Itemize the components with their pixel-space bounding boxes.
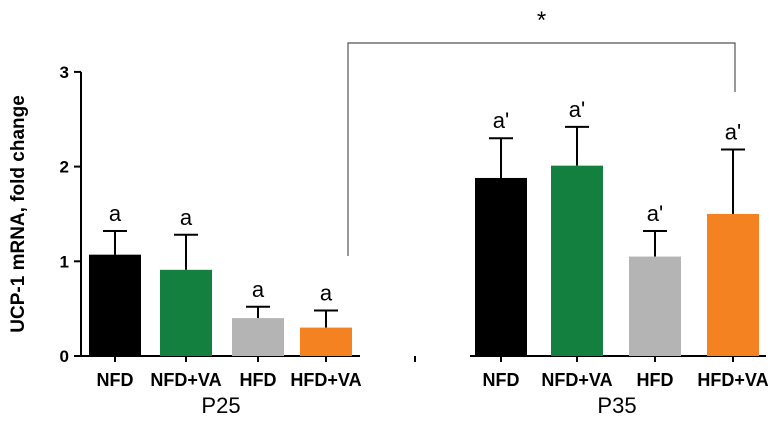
x-category-label: NFD+VA <box>541 370 612 390</box>
significance-letter: a <box>180 205 193 230</box>
x-category-label: HFD+VA <box>290 370 361 390</box>
bar <box>707 213 759 356</box>
bars <box>89 125 759 356</box>
y-tick-label: 2 <box>60 158 69 177</box>
y-axis-label: UCP-1 mRNA, fold change <box>8 95 29 333</box>
significance-star: * <box>537 7 546 34</box>
significance-letter: a' <box>647 201 663 226</box>
bar <box>629 256 681 356</box>
y-tick-label: 3 <box>60 63 69 82</box>
significance-letter: a <box>320 281 333 306</box>
x-category-label: HFD <box>637 370 674 390</box>
group-label-p35: P35 <box>597 393 636 418</box>
significance-letter: a <box>252 277 265 302</box>
y-tick-label: 1 <box>60 252 69 271</box>
x-category-label: HFD <box>240 370 277 390</box>
x-category-label: NFD <box>483 370 520 390</box>
bar <box>232 318 284 356</box>
bar <box>160 269 212 356</box>
significance-letter: a <box>109 201 122 226</box>
significance-letter: a' <box>493 108 509 133</box>
bar <box>551 165 603 356</box>
bar <box>475 177 527 356</box>
bar <box>300 327 352 356</box>
x-category-label: HFD+VA <box>697 370 768 390</box>
significance-letter: a' <box>725 120 741 145</box>
bar <box>89 254 141 356</box>
x-category-label: NFD <box>97 370 134 390</box>
significance-bracket <box>347 42 736 256</box>
group-label-p25: P25 <box>201 393 240 418</box>
y-tick-label: 0 <box>60 347 69 366</box>
labels: a NFD a NFD+VA a HFD a HFD+VA a' NFD a' NFD+VA a' HFD… <box>97 7 769 418</box>
significance-letter: a' <box>569 97 585 122</box>
x-category-label: NFD+VA <box>150 370 221 390</box>
